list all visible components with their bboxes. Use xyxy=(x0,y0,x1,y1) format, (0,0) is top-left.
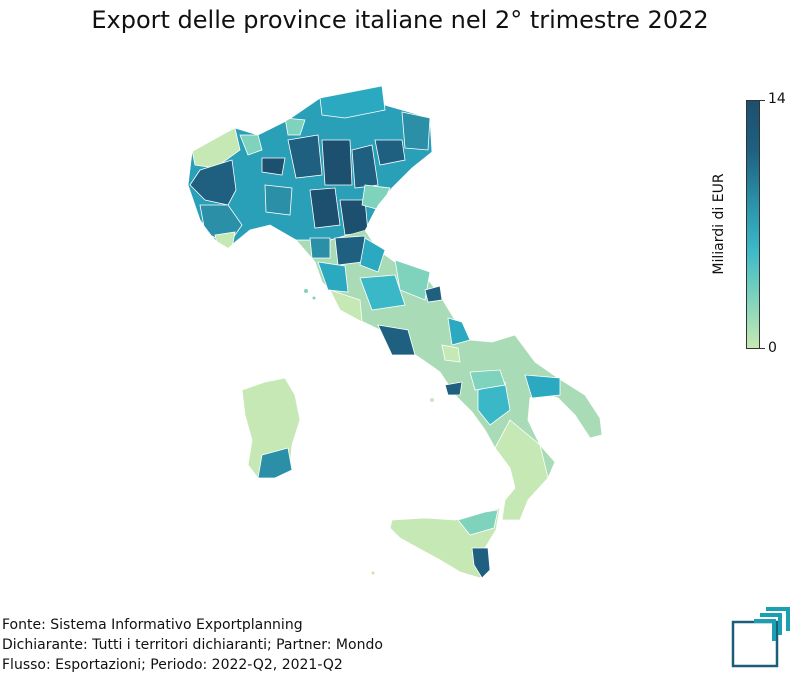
colorbar xyxy=(746,100,760,349)
province-patch xyxy=(239,134,263,156)
footer-line-flow: Flusso: Esportazioni; Periodo: 2022-Q2, … xyxy=(2,657,343,673)
province-patch xyxy=(374,139,406,166)
province-patch xyxy=(329,289,363,323)
province-patch xyxy=(359,274,406,311)
footer-line-source: Fonte: Sistema Informativo Exportplannin… xyxy=(2,617,303,633)
province-patch xyxy=(424,285,443,303)
province-patch xyxy=(257,447,293,479)
map-title: Export delle province italiane nel 2° tr… xyxy=(91,6,709,34)
footer-line-declarant: Dichiarante: Tutti i territori dichiaran… xyxy=(2,637,383,653)
province-patch xyxy=(214,231,236,248)
colorbar-max-label: 14 xyxy=(768,91,786,107)
province-patch xyxy=(457,509,499,536)
small-island xyxy=(371,571,375,575)
province-patch xyxy=(287,134,323,179)
province-patch xyxy=(261,157,286,176)
province-patch xyxy=(444,381,463,396)
province-patch xyxy=(317,261,349,293)
small-island xyxy=(312,296,316,300)
province-patch xyxy=(494,419,549,521)
province-patch xyxy=(359,237,386,273)
colorbar-min-label: 0 xyxy=(768,340,777,356)
province-patch xyxy=(447,317,471,346)
small-island xyxy=(430,398,434,402)
province-patch xyxy=(321,139,353,186)
exportplanning-logo-icon xyxy=(731,607,790,668)
province-patch xyxy=(264,184,293,216)
province-patch xyxy=(469,369,506,391)
province-patch xyxy=(394,259,431,301)
province-patch xyxy=(524,374,561,399)
italy-provinces-map xyxy=(187,85,603,579)
province-patch xyxy=(441,344,461,363)
colorbar-tick-min xyxy=(760,348,765,349)
province-patch xyxy=(309,187,341,229)
province-patch xyxy=(471,547,491,579)
province-patch xyxy=(361,184,391,211)
province-patch xyxy=(284,117,306,136)
province-patch xyxy=(401,111,431,151)
colorbar-tick-max xyxy=(760,100,765,101)
small-island xyxy=(304,289,308,293)
province-patch xyxy=(351,144,379,189)
province-patch xyxy=(377,324,416,356)
colorbar-axis-label: Miliardi di EUR xyxy=(711,173,727,275)
province-patch xyxy=(309,237,331,259)
source-footer: Fonte: Sistema Informativo Exportplannin… xyxy=(2,615,383,675)
